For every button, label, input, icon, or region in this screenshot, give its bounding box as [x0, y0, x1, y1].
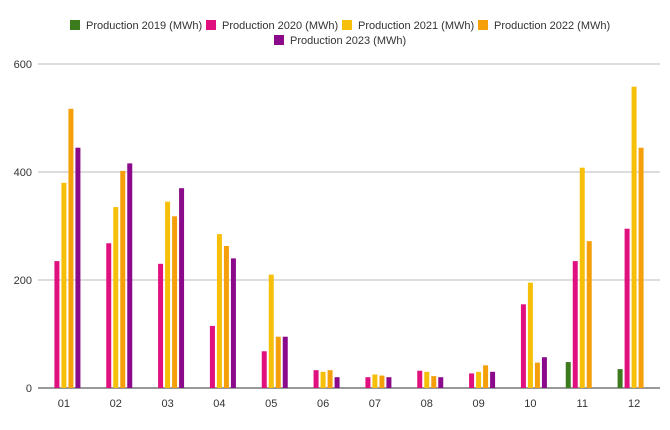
bar: [54, 261, 60, 388]
legend-swatch: [206, 20, 216, 30]
x-tick-label: 10: [524, 398, 536, 410]
legend-item[interactable]: Production 2020 (MWh): [206, 20, 338, 32]
bar: [631, 86, 637, 389]
x-tick-label: 11: [577, 398, 588, 410]
bar: [424, 371, 430, 388]
bars: [54, 86, 644, 389]
bar: [165, 201, 171, 388]
bar: [216, 234, 222, 388]
bar: [572, 261, 578, 388]
bar: [638, 147, 644, 388]
x-tick-label: 05: [265, 398, 277, 410]
y-axis: 0 200 400 600: [14, 59, 32, 395]
bar: [379, 375, 385, 388]
bar: [476, 371, 482, 388]
bar: [565, 362, 571, 388]
bar: [417, 370, 423, 388]
x-tick-label: 12: [628, 398, 640, 410]
legend-item[interactable]: Production 2022 (MWh): [478, 20, 610, 32]
bar: [320, 371, 326, 388]
legend-label: Production 2019 (MWh): [86, 20, 202, 32]
x-tick-label: 09: [472, 398, 484, 410]
x-axis: 01 02 03 04 05 06 07 08 09 10 11 12: [58, 398, 640, 410]
y-tick-label: 200: [14, 275, 32, 287]
bar: [386, 377, 392, 388]
bar: [179, 188, 185, 388]
x-tick-label: 01: [58, 398, 70, 410]
bar: [172, 216, 178, 388]
y-tick-label: 0: [26, 383, 32, 395]
x-tick-label: 03: [161, 398, 173, 410]
legend-swatch: [342, 20, 352, 30]
bar: [68, 108, 74, 388]
bar: [586, 241, 592, 388]
bar: [75, 147, 81, 388]
bar: [223, 245, 229, 388]
bar: [365, 377, 371, 388]
legend-label: Production 2023 (MWh): [290, 35, 406, 47]
legend-item[interactable]: Production 2019 (MWh): [70, 20, 202, 32]
bar: [261, 351, 267, 388]
legend-swatch: [274, 35, 284, 45]
x-tick-label: 07: [369, 398, 381, 410]
bar: [490, 371, 496, 388]
bar: [483, 365, 489, 388]
legend-swatch: [70, 20, 80, 30]
legend: Production 2019 (MWh) Production 2020 (MW…: [70, 20, 610, 47]
bar: [120, 170, 126, 388]
bar: [372, 374, 378, 388]
bar: [268, 274, 274, 388]
legend-label: Production 2021 (MWh): [358, 20, 474, 32]
bar: [431, 376, 437, 388]
bar: [438, 377, 444, 388]
bar: [579, 167, 585, 388]
bar: [527, 282, 533, 388]
legend-swatch: [478, 20, 488, 30]
bar: [282, 336, 288, 388]
bar: [230, 258, 236, 388]
legend-item[interactable]: Production 2023 (MWh): [274, 35, 406, 47]
bar: [106, 243, 112, 388]
bar: [617, 369, 623, 388]
x-tick-label: 04: [213, 398, 225, 410]
bar: [313, 370, 319, 388]
x-tick-label: 06: [317, 398, 329, 410]
x-tick-label: 08: [421, 398, 433, 410]
bar: [520, 304, 526, 388]
bar: [469, 373, 475, 388]
x-tick-label: 02: [110, 398, 122, 410]
y-tick-label: 400: [14, 167, 32, 179]
bar: [327, 370, 333, 388]
bar: [158, 263, 164, 388]
bar: [209, 325, 215, 388]
bar: [624, 228, 630, 388]
bar: [275, 336, 281, 388]
bar: [334, 377, 340, 388]
bar: [61, 182, 67, 388]
legend-item[interactable]: Production 2021 (MWh): [342, 20, 474, 32]
legend-label: Production 2020 (MWh): [222, 20, 338, 32]
bar: [541, 357, 547, 388]
grid-lines: [38, 63, 660, 389]
bar: [534, 362, 540, 388]
legend-label: Production 2022 (MWh): [494, 20, 610, 32]
bar: [127, 163, 133, 388]
y-tick-label: 600: [14, 59, 32, 71]
bar: [113, 207, 119, 388]
